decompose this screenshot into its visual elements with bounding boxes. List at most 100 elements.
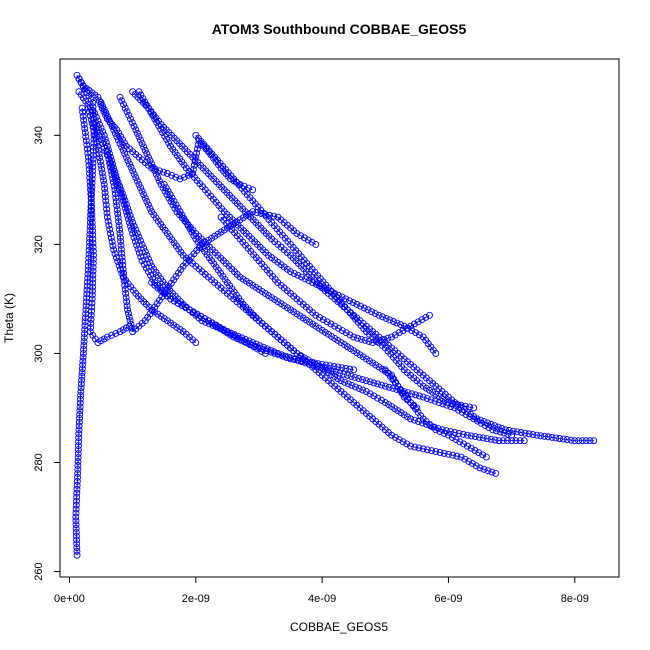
series-line-segment — [239, 238, 260, 262]
series-line-segment — [94, 113, 105, 136]
data-point-interp — [186, 225, 194, 233]
data-point — [217, 284, 225, 292]
data-point-interp — [118, 249, 126, 257]
x-axis: 0e+00 2e-09 4e-09 6e-09 8e-09 — [54, 577, 589, 605]
data-point-interp — [184, 171, 192, 179]
series-line-segment — [167, 173, 181, 180]
data-point-interp — [174, 269, 182, 277]
data-point-interp — [491, 436, 499, 444]
data-point-interp — [77, 395, 84, 403]
data-point — [116, 328, 124, 336]
data-point — [331, 382, 339, 390]
data-point — [242, 339, 250, 346]
data-point — [293, 230, 301, 237]
data-point — [236, 235, 244, 243]
series-line-segment — [220, 287, 241, 305]
series-line-segment — [97, 96, 103, 109]
data-point-interp — [137, 237, 144, 245]
data-point-interp — [89, 235, 97, 243]
data-point-interp — [239, 336, 246, 344]
data-point-interp — [170, 276, 178, 284]
data-point — [124, 306, 132, 314]
data-point — [192, 131, 200, 139]
data-point-interp — [83, 286, 91, 294]
series-line-segment — [127, 309, 134, 332]
data-point — [236, 180, 244, 188]
data-point — [192, 235, 200, 243]
data-point-interp — [116, 226, 123, 233]
data-point — [236, 202, 244, 210]
data-point — [129, 328, 137, 336]
data-point-interp — [355, 375, 363, 382]
data-point-interp — [115, 222, 123, 230]
data-point-interp — [100, 143, 108, 151]
data-point — [122, 153, 130, 161]
data-point-interp — [85, 157, 93, 165]
data-point — [179, 262, 187, 270]
data-point-interp — [338, 364, 346, 372]
data-point-interp — [121, 281, 129, 289]
data-point-interp — [125, 111, 133, 119]
data-point-interp — [115, 261, 123, 269]
data-point-interp — [476, 416, 484, 424]
data-point-interp — [135, 249, 143, 257]
data-point — [476, 464, 484, 472]
data-point-interp — [412, 329, 420, 337]
data-point-interp — [412, 391, 420, 399]
data-point-interp — [559, 435, 567, 443]
data-point-interp — [87, 194, 95, 202]
data-point-interp — [342, 329, 350, 337]
data-point-interp — [74, 465, 82, 473]
data-point-interp — [107, 230, 114, 237]
series-line-segment — [179, 211, 197, 240]
data-point-interp — [346, 365, 354, 373]
data-point — [126, 322, 133, 330]
series-line-segment — [277, 336, 298, 354]
data-point-interp — [130, 170, 138, 178]
data-point — [590, 437, 598, 445]
data-point-interp — [143, 197, 151, 205]
data-point-interp — [120, 100, 127, 108]
data-point-interp — [499, 437, 507, 445]
data-point — [138, 240, 146, 248]
data-point — [375, 311, 383, 319]
data-point — [97, 99, 105, 107]
data-point-interp — [254, 345, 262, 353]
series-line-segment — [132, 222, 143, 245]
series-line-segment — [340, 304, 361, 322]
data-point — [160, 180, 168, 188]
data-point-interp — [180, 215, 188, 222]
data-point-interp — [88, 210, 96, 218]
data-point-interp — [399, 438, 407, 446]
data-point-interp — [118, 143, 126, 151]
data-point-interp — [123, 302, 131, 310]
data-point-interp — [298, 357, 306, 365]
data-point-interp — [512, 437, 520, 445]
data-point-interp — [87, 116, 95, 123]
x-tick-label: 0e+00 — [54, 593, 85, 605]
data-point — [255, 317, 263, 325]
data-point-interp — [362, 377, 370, 385]
series-line-segment — [122, 200, 134, 234]
data-point — [309, 279, 317, 287]
data-point — [214, 251, 222, 259]
data-point-interp — [113, 178, 121, 186]
data-point-interp — [361, 336, 369, 344]
data-point-interp — [403, 440, 411, 448]
series-line-segment — [410, 314, 430, 327]
series-line-segment — [208, 173, 225, 191]
series-10 — [217, 213, 433, 346]
data-point-interp — [80, 116, 88, 124]
data-point-interp — [89, 231, 97, 239]
data-point — [419, 333, 427, 341]
data-point-interp — [77, 384, 85, 392]
series-line-segment — [467, 445, 487, 458]
data-point-interp — [415, 392, 423, 400]
data-point — [201, 186, 209, 194]
data-point — [223, 328, 231, 336]
data-point — [173, 137, 181, 145]
data-point — [182, 164, 190, 172]
data-point-interp — [379, 313, 387, 321]
series-line-segment — [189, 309, 209, 322]
data-point — [110, 246, 118, 254]
